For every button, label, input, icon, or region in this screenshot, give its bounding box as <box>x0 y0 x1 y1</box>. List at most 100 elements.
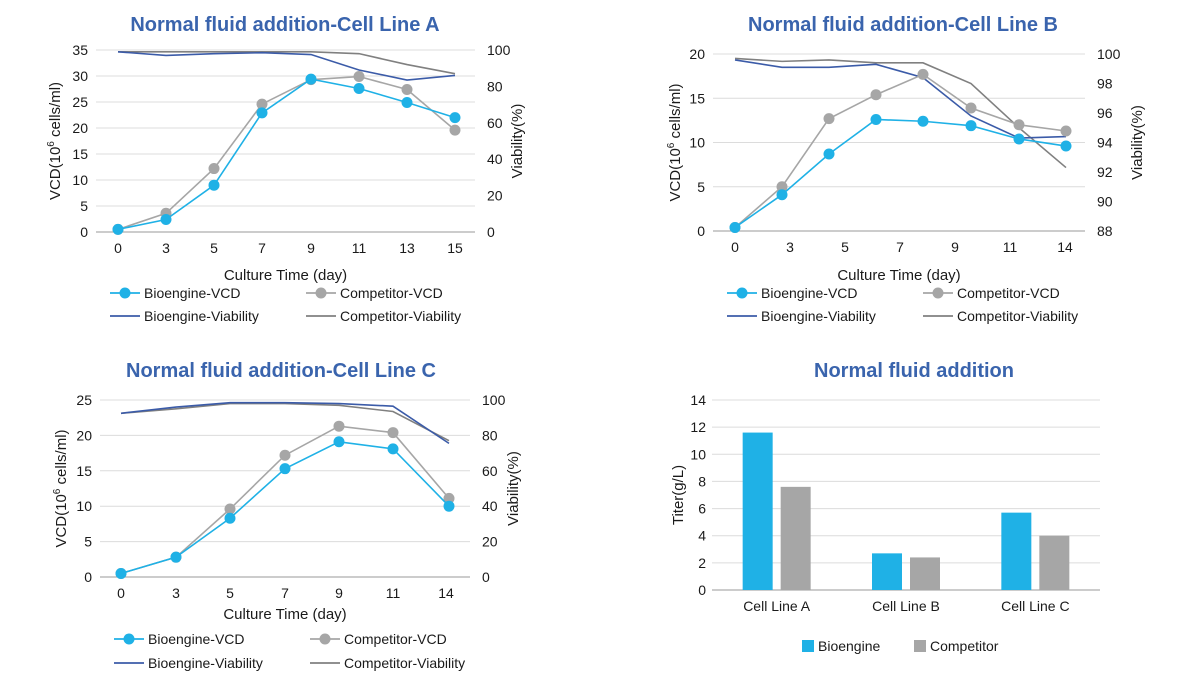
chart-b-bioengine-vcd-point <box>1013 133 1025 145</box>
chart-a-left-tick-label: 20 <box>72 120 88 136</box>
chart-c-bioengine-vcd-point <box>170 551 182 563</box>
chart-a-bioengine-vcd-point <box>401 97 413 109</box>
chart-b-bioengine-vcd-point <box>917 115 929 127</box>
chart-b-left-axis-label: VCD(106 cells/ml) <box>666 83 684 201</box>
chart-a-bioengine-vcd-point <box>256 107 268 119</box>
chart-c-right-tick-label: 100 <box>482 392 506 408</box>
chart-b-right-tick-label: 88 <box>1097 223 1113 239</box>
chart-a-competitor-vcd-point <box>208 163 220 175</box>
chart-a-x-tick-label: 11 <box>352 240 367 256</box>
chart-c-left-tick-label: 5 <box>84 534 92 550</box>
chart-c-competitor-vcd-point <box>333 420 345 432</box>
chart-a-left-tick-label: 30 <box>72 68 88 84</box>
chart-a-bioengine-vcd-point <box>305 73 317 85</box>
chart-b-bioengine-vcd-point <box>1060 140 1072 152</box>
chart-b-x-tick-label: 7 <box>896 239 904 255</box>
chart-a-bioengine-vcd-point <box>208 179 220 191</box>
chart-a-x-tick-label: 9 <box>307 240 315 256</box>
chart-a-competitor-vcd-point <box>353 71 365 83</box>
chart-b-left-tick-label: 0 <box>697 223 705 239</box>
chart-c-legend-label: Bioengine-Viability <box>148 655 263 671</box>
chart-b-competitor-vcd-line <box>734 73 1067 229</box>
chart-a-x-axis-label: Culture Time (day) <box>224 267 347 284</box>
chart-c-competitor-vcd-line <box>120 425 450 575</box>
chart-b-legend-marker <box>932 287 944 299</box>
chart-a-right-tick-label: 80 <box>487 78 503 94</box>
chart-b-bioengine-vcd-point <box>823 148 835 160</box>
chart-b-competitor-vcd-point <box>965 102 977 114</box>
chart-d-category-label: Cell Line C <box>1001 598 1069 614</box>
chart-b-legend-label: Competitor-VCD <box>957 285 1060 301</box>
chart-c-left-tick-label: 20 <box>76 427 92 443</box>
chart-a-left-axis-label: VCD(106 cells/ml) <box>46 82 64 200</box>
chart-a-x-tick-label: 7 <box>258 240 266 256</box>
chart-d-bar-competitor <box>780 486 811 590</box>
chart-c-x-tick-label: 3 <box>172 585 180 601</box>
chart-a-competitor-viability-line <box>118 51 456 75</box>
chart-a-bioengine-vcd-point <box>353 82 365 94</box>
chart-c-legend-label: Competitor-VCD <box>344 631 447 647</box>
chart-d-title: Normal fluid addition <box>814 360 1014 382</box>
chart-b-competitor-vcd-point <box>776 181 788 193</box>
chart-a-bioengine-vcd-line <box>117 78 456 231</box>
chart-d-y-tick-label: 4 <box>698 528 706 544</box>
chart-d-legend-swatch <box>802 640 814 652</box>
chart-c-right-tick-label: 60 <box>482 463 498 479</box>
chart-a-x-tick-label: 5 <box>210 240 218 256</box>
chart-b-competitor-vcd-point <box>823 113 835 125</box>
chart-b-competitor-viability-line <box>734 57 1067 169</box>
chart-d-y-tick-label: 6 <box>698 501 706 517</box>
chart-c-legend-label: Competitor-Viability <box>344 655 465 671</box>
chart-c-left-axis-label: VCD(106 cells/ml) <box>52 429 70 547</box>
chart-a-bioengine-vcd-point <box>112 223 124 235</box>
chart-a-legend-marker <box>315 287 327 299</box>
chart-d-bar-bioengine <box>1001 512 1032 590</box>
chart-a-bioengine-vcd-point <box>160 214 172 226</box>
chart-b-bioengine-vcd-point <box>965 120 977 132</box>
chart-d-legend-label: Bioengine <box>818 638 880 654</box>
chart-c-bioengine-vcd-point <box>115 567 127 579</box>
chart-b-bioengine-vcd-point <box>870 113 882 125</box>
chart-c-title: Normal fluid addition-Cell Line C <box>126 360 436 382</box>
chart-a-bioengine-vcd-point <box>449 112 461 124</box>
chart-c-legend-marker <box>319 633 331 645</box>
chart-d-legend-label: Competitor <box>930 638 999 654</box>
chart-b-x-tick-label: 9 <box>951 239 959 255</box>
chart-b-legend-label: Competitor-Viability <box>957 308 1078 324</box>
chart-a-x-tick-label: 0 <box>114 240 122 256</box>
chart-b-title: Normal fluid addition-Cell Line B <box>748 14 1058 36</box>
chart-a-legend-marker <box>119 287 131 299</box>
chart-b-right-tick-label: 100 <box>1097 46 1121 62</box>
chart-c-left-tick-label: 25 <box>76 392 92 408</box>
chart-a-legend-label: Competitor-Viability <box>340 308 461 324</box>
chart-a-left-tick-label: 0 <box>80 224 88 240</box>
chart-a-x-tick-label: 13 <box>399 240 415 256</box>
chart-c-bioengine-vcd-point <box>443 500 455 512</box>
chart-b-x-tick-label: 5 <box>841 239 849 255</box>
chart-a-competitor-vcd-point <box>449 124 461 136</box>
chart-a-bioengine-viability-line <box>117 51 456 81</box>
chart-b-competitor-vcd-point <box>870 89 882 101</box>
chart-d-y-tick-label: 0 <box>698 582 706 598</box>
chart-b-right-tick-label: 98 <box>1097 76 1113 92</box>
chart-b-bioengine-vcd-point <box>776 189 788 201</box>
chart-c-bioengine-vcd-point <box>279 463 291 475</box>
chart-d-y-tick-label: 10 <box>690 446 706 462</box>
chart-b-x-tick-label: 11 <box>1003 239 1018 255</box>
chart-c-competitor-viability-line <box>120 402 450 442</box>
chart-d-y-tick-label: 12 <box>690 419 706 435</box>
chart-c-legend-marker <box>123 633 135 645</box>
chart-b-right-axis-label: Viability(%) <box>1129 105 1146 180</box>
chart-b-legend-label: Bioengine-Viability <box>761 308 876 324</box>
chart-c-competitor-vcd-point <box>387 427 399 439</box>
chart-b-x-tick-label: 0 <box>731 239 739 255</box>
chart-a-title: Normal fluid addition-Cell Line A <box>130 14 439 36</box>
chart-b-left-tick-label: 20 <box>689 46 705 62</box>
chart-b-right-tick-label: 92 <box>1097 164 1113 180</box>
chart-c-x-tick-label: 14 <box>438 585 454 601</box>
chart-b-right-tick-label: 94 <box>1097 135 1113 151</box>
chart-b-competitor-vcd-point <box>1013 119 1025 131</box>
chart-c-x-tick-label: 11 <box>386 585 401 601</box>
chart-c-bioengine-vcd-point <box>333 436 345 448</box>
